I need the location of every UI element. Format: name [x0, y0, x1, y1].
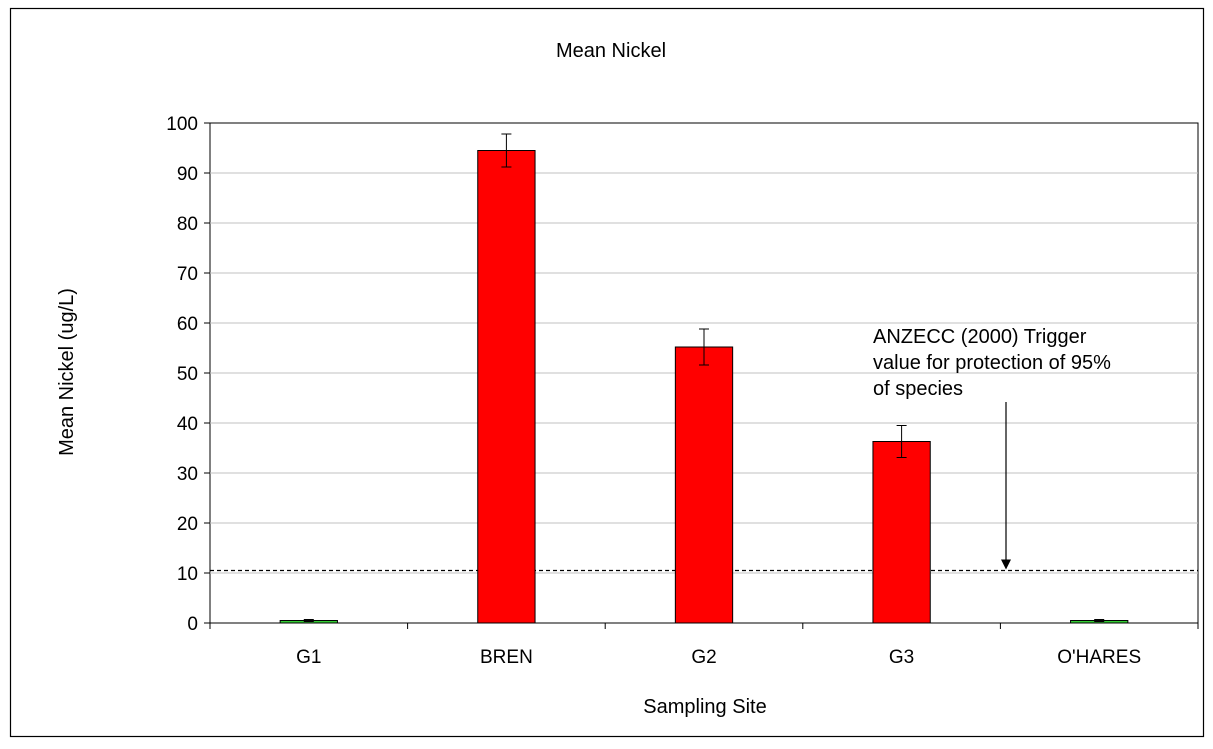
x-tick-label: O'HARES	[1057, 647, 1141, 668]
y-tick-label: 30	[177, 464, 198, 485]
y-tick-label: 0	[187, 614, 198, 635]
annotation-text-line: of species	[873, 378, 963, 400]
y-tick-label: 50	[177, 364, 198, 385]
annotation-arrow-head	[1001, 559, 1011, 570]
y-tick-label: 10	[177, 564, 198, 585]
reference-line-group: ANZECC (2000) Trigger value for protectio…	[210, 326, 1198, 572]
bar-1	[477, 150, 536, 624]
x-tick-label: G2	[691, 647, 716, 668]
bar-2	[674, 346, 734, 624]
axes: 0 10 20 30 40 50 60 70 80 90 100 G1 BREN G2 G3 O'HARES	[166, 114, 1199, 668]
y-tick-label: 70	[177, 264, 198, 285]
y-axis-title: Mean Nickel (ug/L)	[56, 288, 78, 456]
annotation-text-line: value for protection of 95%	[873, 352, 1111, 374]
annotation-text-line: ANZECC (2000) Trigger	[873, 326, 1087, 348]
x-tick-label: G3	[889, 647, 914, 668]
x-tick-label: G1	[296, 647, 321, 668]
y-tick-label: 60	[177, 314, 198, 335]
y-tick-label: 100	[166, 114, 198, 135]
chart-title: Mean Nickel	[556, 40, 666, 62]
y-tick-label: 20	[177, 514, 198, 535]
bar-3	[872, 441, 931, 624]
y-tick-label: 90	[177, 164, 198, 185]
y-tick-label: 40	[177, 414, 198, 435]
y-tick-label: 80	[177, 214, 198, 235]
x-tick-label: BREN	[480, 647, 533, 668]
x-axis-title: Sampling Site	[643, 696, 766, 718]
bars	[279, 133, 1129, 624]
